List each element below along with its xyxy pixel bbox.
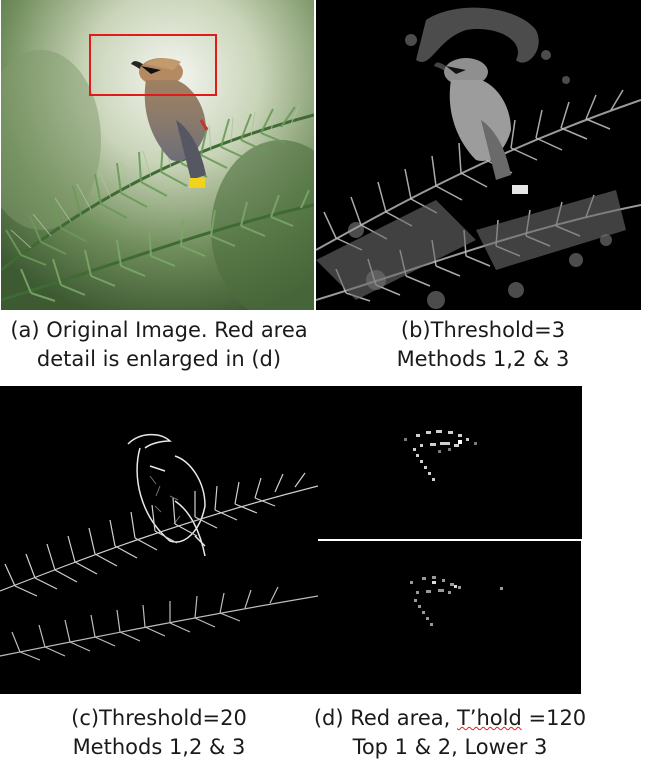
red-area-method-3-image xyxy=(318,541,581,694)
caption-d-prefix: (d) Red area, xyxy=(313,706,457,730)
caption-d-suffix: =120 xyxy=(521,706,587,730)
red-area-highlight xyxy=(89,34,217,96)
caption-d: (d) Red area, T’hold =120 Top 1 & 2, Low… xyxy=(300,704,600,762)
caption-a: (a) Original Image. Red area detail is e… xyxy=(0,316,318,374)
caption-b-line2: Methods 1,2 & 3 xyxy=(396,347,570,371)
caption-d-line2: Top 1 & 2, Lower 3 xyxy=(352,735,548,759)
caption-b-line1: (b)Threshold=3 xyxy=(400,318,566,342)
threshold-20-image xyxy=(0,386,318,694)
threshold-3-image xyxy=(316,0,641,310)
caption-c-line1: (c)Threshold=20 xyxy=(71,706,247,730)
caption-d-thold: T’hold xyxy=(456,706,522,730)
original-image xyxy=(1,0,314,310)
caption-c-line2: Methods 1,2 & 3 xyxy=(72,735,246,759)
caption-a-line1: (a) Original Image. Red area xyxy=(10,318,308,342)
caption-d-line1: (d) Red area, T’hold =120 xyxy=(300,704,600,733)
caption-a-line2: detail is enlarged in (d) xyxy=(36,347,282,371)
caption-c: (c)Threshold=20 Methods 1,2 & 3 xyxy=(0,704,318,762)
red-area-methods-1-2-image xyxy=(318,386,582,539)
waxwing-bird xyxy=(131,58,209,188)
caption-b: (b)Threshold=3 Methods 1,2 & 3 xyxy=(318,316,648,374)
